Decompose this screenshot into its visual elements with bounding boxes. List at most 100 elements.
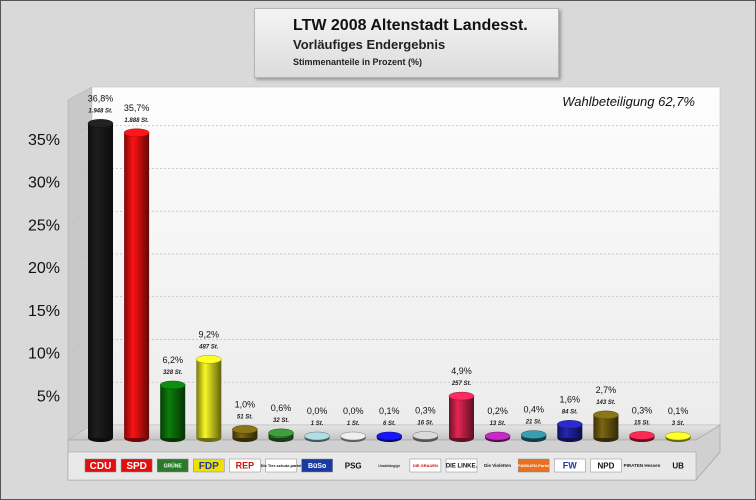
party-logo-label: PSG [345,461,362,470]
bar [593,410,619,442]
bar-body [88,123,113,439]
party-logo: GRÜNE [156,458,189,473]
bar [87,119,114,442]
party-logo: FW [554,458,586,473]
party-logo: FDP [193,458,225,473]
party-logo-label: NPD [597,461,614,470]
bar-votes-label: 1.888 St. [124,118,149,124]
bar-value-label: 35,7% [124,103,150,113]
party-logo: NPD [590,458,622,473]
party-logo-label: CDU [90,461,112,472]
party-logo-label: GRÜNE [164,462,183,469]
gridline-side [67,210,93,225]
bar [629,431,655,442]
title-box: LTW 2008 Altenstadt Landesst. Vorläufige… [254,8,559,78]
y-tick-label: 5% [37,388,60,405]
chart-subtitle: Vorläufiges Endergebnis [293,37,446,52]
bar [557,420,583,442]
party-logo: DIE GRAUEN [409,458,442,473]
bar-votes-label: 3 St. [672,421,685,427]
bar-votes-label: 143 St. [596,400,616,406]
party-logo-label: UB [672,461,684,470]
bar [304,431,330,442]
party-logo-label: DIE LINKE. [446,464,478,470]
bar-value-label: 0,6% [271,403,292,413]
turnout-annotation: Wahlbeteiligung 62,7% [562,94,695,109]
bar-value-label: 0,3% [415,405,436,415]
bar-votes-label: 487 St. [198,344,219,350]
y-tick-label: 30% [28,175,60,192]
bar-top [665,431,691,441]
bar-value-label: 36,8% [88,93,114,103]
bar [123,128,150,442]
party-logo: BüSo [301,458,333,473]
party-logo-label: Die Tier-schutz-partei [261,463,302,468]
bar-votes-label: 1.948 St. [88,108,113,114]
gridline-side [67,125,93,140]
party-logo-label: SPD [126,461,147,472]
bar [159,380,186,442]
bar-value-label: 4,9% [451,366,472,376]
bar-value-label: 1,6% [560,394,581,404]
gridline-side [67,381,93,396]
gridline-side [67,296,93,311]
bar-body [232,429,258,438]
bar-top [232,425,258,434]
gridline-side [67,253,93,268]
bar-top [123,128,150,138]
bar-votes-label: 21 St. [525,420,542,426]
bar-top [629,431,655,440]
bar-value-label: 0,2% [487,406,508,416]
bar-votes-label: 16 St. [417,420,433,426]
bar [232,425,258,442]
bar-value-label: 6,2% [162,355,183,365]
y-tick-label: 20% [28,260,60,277]
party-logo-label: Die Violetten [484,463,511,468]
party-logo: SPD [120,458,153,473]
party-logo-label: DIE GRAUEN [413,463,438,468]
party-logo-label: FW [563,461,577,471]
party-logo-label: BüSo [308,463,326,470]
party-logo: PIRATEN Hessen [624,459,661,472]
bar-value-label: 2,7% [596,385,617,395]
party-logo: Unabhängige [373,459,405,472]
bar-votes-label: 328 St. [163,370,183,376]
party-logo: FAMILIEN-Partei [517,458,550,473]
bar-votes-label: 1 St. [311,421,324,427]
bar-value-label: 1,0% [235,399,256,409]
chart-title: LTW 2008 Altenstadt Landesst. [293,17,528,34]
party-logo: DIE LINKE. [445,458,478,473]
bar-top [304,431,330,441]
party-logo: CDU [84,458,117,473]
y-tick-label: 35% [28,132,60,149]
bar [448,391,475,442]
bar-value-label: 0,1% [668,406,689,416]
party-logo-label: Unabhängige [378,464,400,468]
bar-votes-label: 13 St. [490,421,506,427]
chart-back-wall [91,86,721,426]
y-tick-label: 10% [28,346,60,363]
chart-caption: Stimmenanteile in Prozent (%) [293,57,423,67]
bar-top [520,430,547,439]
bar-votes-label: 51 St. [237,414,253,420]
bar-body [593,414,619,438]
bar-top [376,431,403,441]
bar [340,431,366,442]
party-logo: Die Tier-schutz-partei [261,458,302,473]
gridline-side [67,339,93,353]
party-logo-label: REP [236,461,255,471]
bar-top [412,431,439,440]
bar-value-label: 0,1% [379,406,400,416]
bar-votes-label: 84 St. [562,409,578,415]
bar-votes-label: 15 St. [634,420,650,426]
bar-value-label: 0,0% [307,406,328,416]
bar-votes-label: 32 St. [273,418,289,424]
gridline-side [67,168,93,182]
bar-top [268,428,294,438]
party-logo-label: FDP [199,461,219,472]
bar [665,431,691,442]
bar-top [196,355,222,364]
bar-top [593,410,619,420]
bar-votes-label: 6 St. [383,421,396,427]
